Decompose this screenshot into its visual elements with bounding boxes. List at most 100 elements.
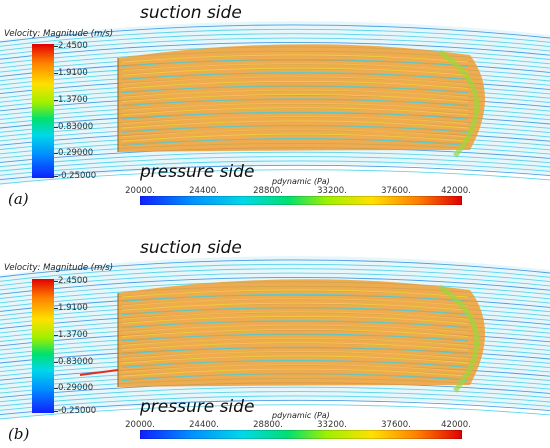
blade-contour (121, 315, 469, 324)
blade-contour (121, 94, 469, 103)
panel-a: suction side pressure side Velocity: Mag… (0, 0, 550, 208)
pressure-tick: 24400. (189, 420, 219, 430)
pressure-tick: 20000. (125, 420, 155, 430)
velocity-legend-title: Velocity: Magnitude (m/s) (4, 263, 114, 273)
blade-body (118, 279, 485, 387)
streamline (0, 37, 550, 56)
streamline (0, 33, 550, 52)
pressure-colorbar (140, 196, 462, 205)
velocity-tick: 0.83000 (58, 357, 94, 367)
blade-contour (121, 324, 469, 333)
blade-contour (121, 85, 469, 94)
streamline (0, 268, 550, 287)
streamline (0, 263, 550, 282)
streamline (0, 24, 550, 43)
blade-contour (121, 80, 469, 89)
panel-letter-a: (a) (8, 190, 29, 208)
blade-contour (121, 129, 469, 138)
trailing-edge-glow (438, 284, 480, 393)
blade-contour (121, 364, 469, 373)
streamline (0, 169, 550, 185)
pressure-legend-title: pdynamic (Pa) (272, 177, 330, 186)
blade-contour (121, 111, 469, 120)
velocity-legend-title: Velocity: Magnitude (m/s) (4, 29, 114, 39)
suction-side-label: suction side (140, 238, 242, 258)
streamline (0, 156, 550, 172)
blade-contour (121, 368, 469, 377)
pressure-side-label: pressure side (140, 397, 255, 417)
streamline (0, 151, 550, 168)
blade-contour (121, 102, 469, 111)
velocity-tick: 1.9100 (58, 303, 88, 313)
pressure-tick: 20000. (125, 186, 155, 196)
blade-contour (121, 293, 469, 302)
streamline (0, 164, 550, 181)
trailing-edge-glow (438, 49, 480, 158)
blade-contour (121, 133, 469, 142)
pressure-tick: 24400. (189, 186, 219, 196)
streamline (0, 391, 550, 407)
blade-contour (121, 320, 469, 329)
panel-b: suction side pressure side Velocity: Mag… (0, 235, 550, 443)
blade-contour (121, 346, 469, 355)
pressure-tick: 37600. (381, 420, 411, 430)
blade-contour (121, 337, 469, 346)
pressure-legend-title: pdynamic (Pa) (272, 411, 330, 420)
pressure-side-label: pressure side (140, 162, 255, 182)
blade-contour (121, 116, 469, 125)
blade-contour (121, 138, 469, 147)
pressure-tick: 28800. (253, 420, 283, 430)
velocity-colorbar (32, 279, 54, 413)
streamline (0, 160, 550, 176)
blade-contour (121, 351, 469, 360)
velocity-tick: 0.29000 (58, 148, 94, 158)
streamline (0, 42, 550, 60)
blade-contour (121, 124, 469, 133)
blade-contour (121, 67, 469, 76)
pressure-tick: 33200. (317, 186, 347, 196)
flow-field-a (0, 21, 550, 186)
blade-contour (121, 311, 469, 320)
blade-contour (121, 359, 469, 368)
pressure-colorbar (140, 430, 462, 439)
velocity-tick: 2.4500 (58, 276, 88, 286)
velocity-tick: -0.25000 (58, 406, 97, 416)
velocity-tick: 1.3700 (58, 330, 88, 340)
blade-contour (121, 89, 469, 98)
pressure-tick: 33200. (317, 420, 347, 430)
blade-contour (121, 76, 469, 85)
velocity-tick: 0.29000 (58, 383, 94, 393)
streamline (0, 386, 550, 403)
streamline (0, 28, 550, 47)
velocity-tick: -0.25000 (58, 171, 97, 181)
blade-contour (121, 302, 469, 311)
blade-contour (121, 329, 469, 338)
blade-contour (121, 289, 469, 298)
streamline (0, 399, 550, 416)
blade-contour (121, 63, 469, 72)
blade-contour (121, 333, 469, 342)
streamline (0, 404, 550, 420)
blade-contour (121, 373, 469, 382)
velocity-tick: 0.83000 (58, 122, 94, 132)
velocity-tick: 1.9100 (58, 68, 88, 78)
streamline (0, 259, 550, 278)
panel-letter-b: (b) (8, 425, 30, 443)
blade-contour (121, 72, 469, 81)
pressure-tick: 42000. (441, 420, 471, 430)
streamline (0, 272, 550, 291)
suction-side-label: suction side (140, 3, 242, 23)
blade-contour (121, 355, 469, 364)
blade-contour (121, 298, 469, 307)
pressure-tick: 37600. (381, 186, 411, 196)
streamline (0, 277, 550, 295)
blade-body (118, 44, 485, 152)
blade-contour (121, 98, 469, 107)
flow-field-b (0, 256, 550, 420)
pressure-tick: 28800. (253, 186, 283, 196)
blade-contour (121, 107, 469, 116)
blade-contour (121, 54, 469, 63)
velocity-tick: 1.3700 (58, 95, 88, 105)
inlet-jet (79, 369, 119, 376)
velocity-colorbar (32, 44, 54, 178)
